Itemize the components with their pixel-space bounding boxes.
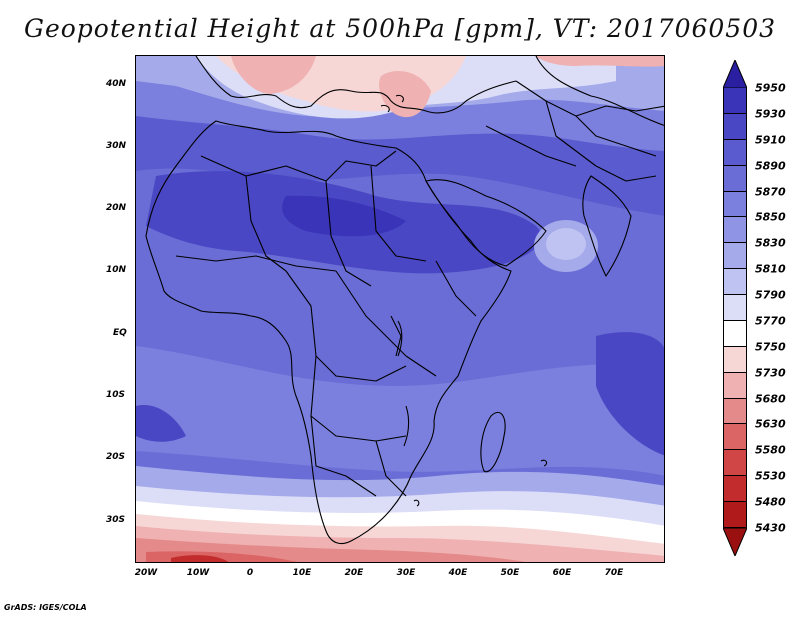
lon-label: 20E: [344, 568, 364, 578]
lat-label: 10S: [106, 390, 126, 400]
colorbar-bottom-arrow: [723, 528, 747, 556]
lon-label: 70E: [604, 568, 624, 578]
colorbar-label: 5770: [755, 314, 786, 328]
colorbar-label: 5910: [755, 133, 786, 147]
colorbar-swatch: [723, 398, 747, 425]
colorbar-swatch: [723, 191, 747, 218]
colorbar-label: 5850: [755, 210, 786, 224]
colorbar-swatch: [723, 88, 747, 114]
colorbar-label: 5430: [755, 521, 786, 535]
map-panel: [135, 55, 665, 563]
colorbar-swatch: [723, 346, 747, 373]
lat-label: 30S: [106, 515, 126, 525]
colorbar-swatch: [723, 320, 747, 347]
colorbar-label: 5950: [755, 81, 786, 95]
lon-label: 20W: [134, 568, 158, 578]
colorbar-label: 5790: [755, 288, 786, 302]
lon-label: 50E: [500, 568, 520, 578]
colorbar-swatch: [723, 139, 747, 166]
lon-label: 40E: [448, 568, 468, 578]
colorbar-label: 5750: [755, 340, 786, 354]
colorbar-swatch: [723, 424, 747, 451]
colorbar-swatch: [723, 372, 747, 399]
colorbar: 5950 5930 5910 5890 5870 5850 5830 5810 5790 5770…: [723, 60, 786, 556]
colorbar-swatch: [723, 269, 747, 296]
colorbar-swatch: [723, 295, 747, 321]
colorbar-swatch: [723, 476, 747, 503]
lon-label: 60E: [552, 568, 572, 578]
colorbar-label: 5680: [755, 392, 786, 406]
lon-label: 10W: [186, 568, 210, 578]
lon-label: 10E: [292, 568, 312, 578]
lat-label: 10N: [106, 265, 127, 275]
colorbar-top-arrow: [723, 60, 747, 88]
colorbar-label: 5630: [755, 417, 786, 431]
lat-label: 40N: [106, 79, 127, 89]
colorbar-swatch: [723, 450, 747, 477]
grads-credit: GrADS: IGES/COLA: [4, 603, 87, 612]
lat-label: 30N: [106, 141, 127, 151]
colorbar-label: 5480: [755, 495, 786, 509]
colorbar-swatch: [723, 502, 747, 528]
colorbar-label: 5810: [755, 262, 786, 276]
colorbar-swatch: [723, 113, 747, 140]
geopotential-field: [136, 56, 664, 562]
colorbar-swatch: [723, 217, 747, 244]
colorbar-label: 5530: [755, 469, 786, 483]
colorbar-swatch: [723, 243, 747, 270]
colorbar-label: 5890: [755, 159, 786, 173]
lon-label: 0: [246, 568, 254, 578]
colorbar-label: 5730: [755, 366, 786, 380]
colorbar-label: 5580: [755, 443, 786, 457]
map-title: Geopotential Height at 500hPa [gpm], VT:…: [23, 14, 777, 43]
lon-label: 30E: [396, 568, 416, 578]
colorbar-label: 5830: [755, 236, 786, 250]
colorbar-swatch: [723, 165, 747, 192]
lat-label: EQ: [113, 328, 127, 338]
lat-label: 20N: [106, 203, 127, 213]
colorbar-label: 5930: [755, 107, 786, 121]
colorbar-label: 5870: [755, 185, 786, 199]
lat-label: 20S: [106, 452, 126, 462]
